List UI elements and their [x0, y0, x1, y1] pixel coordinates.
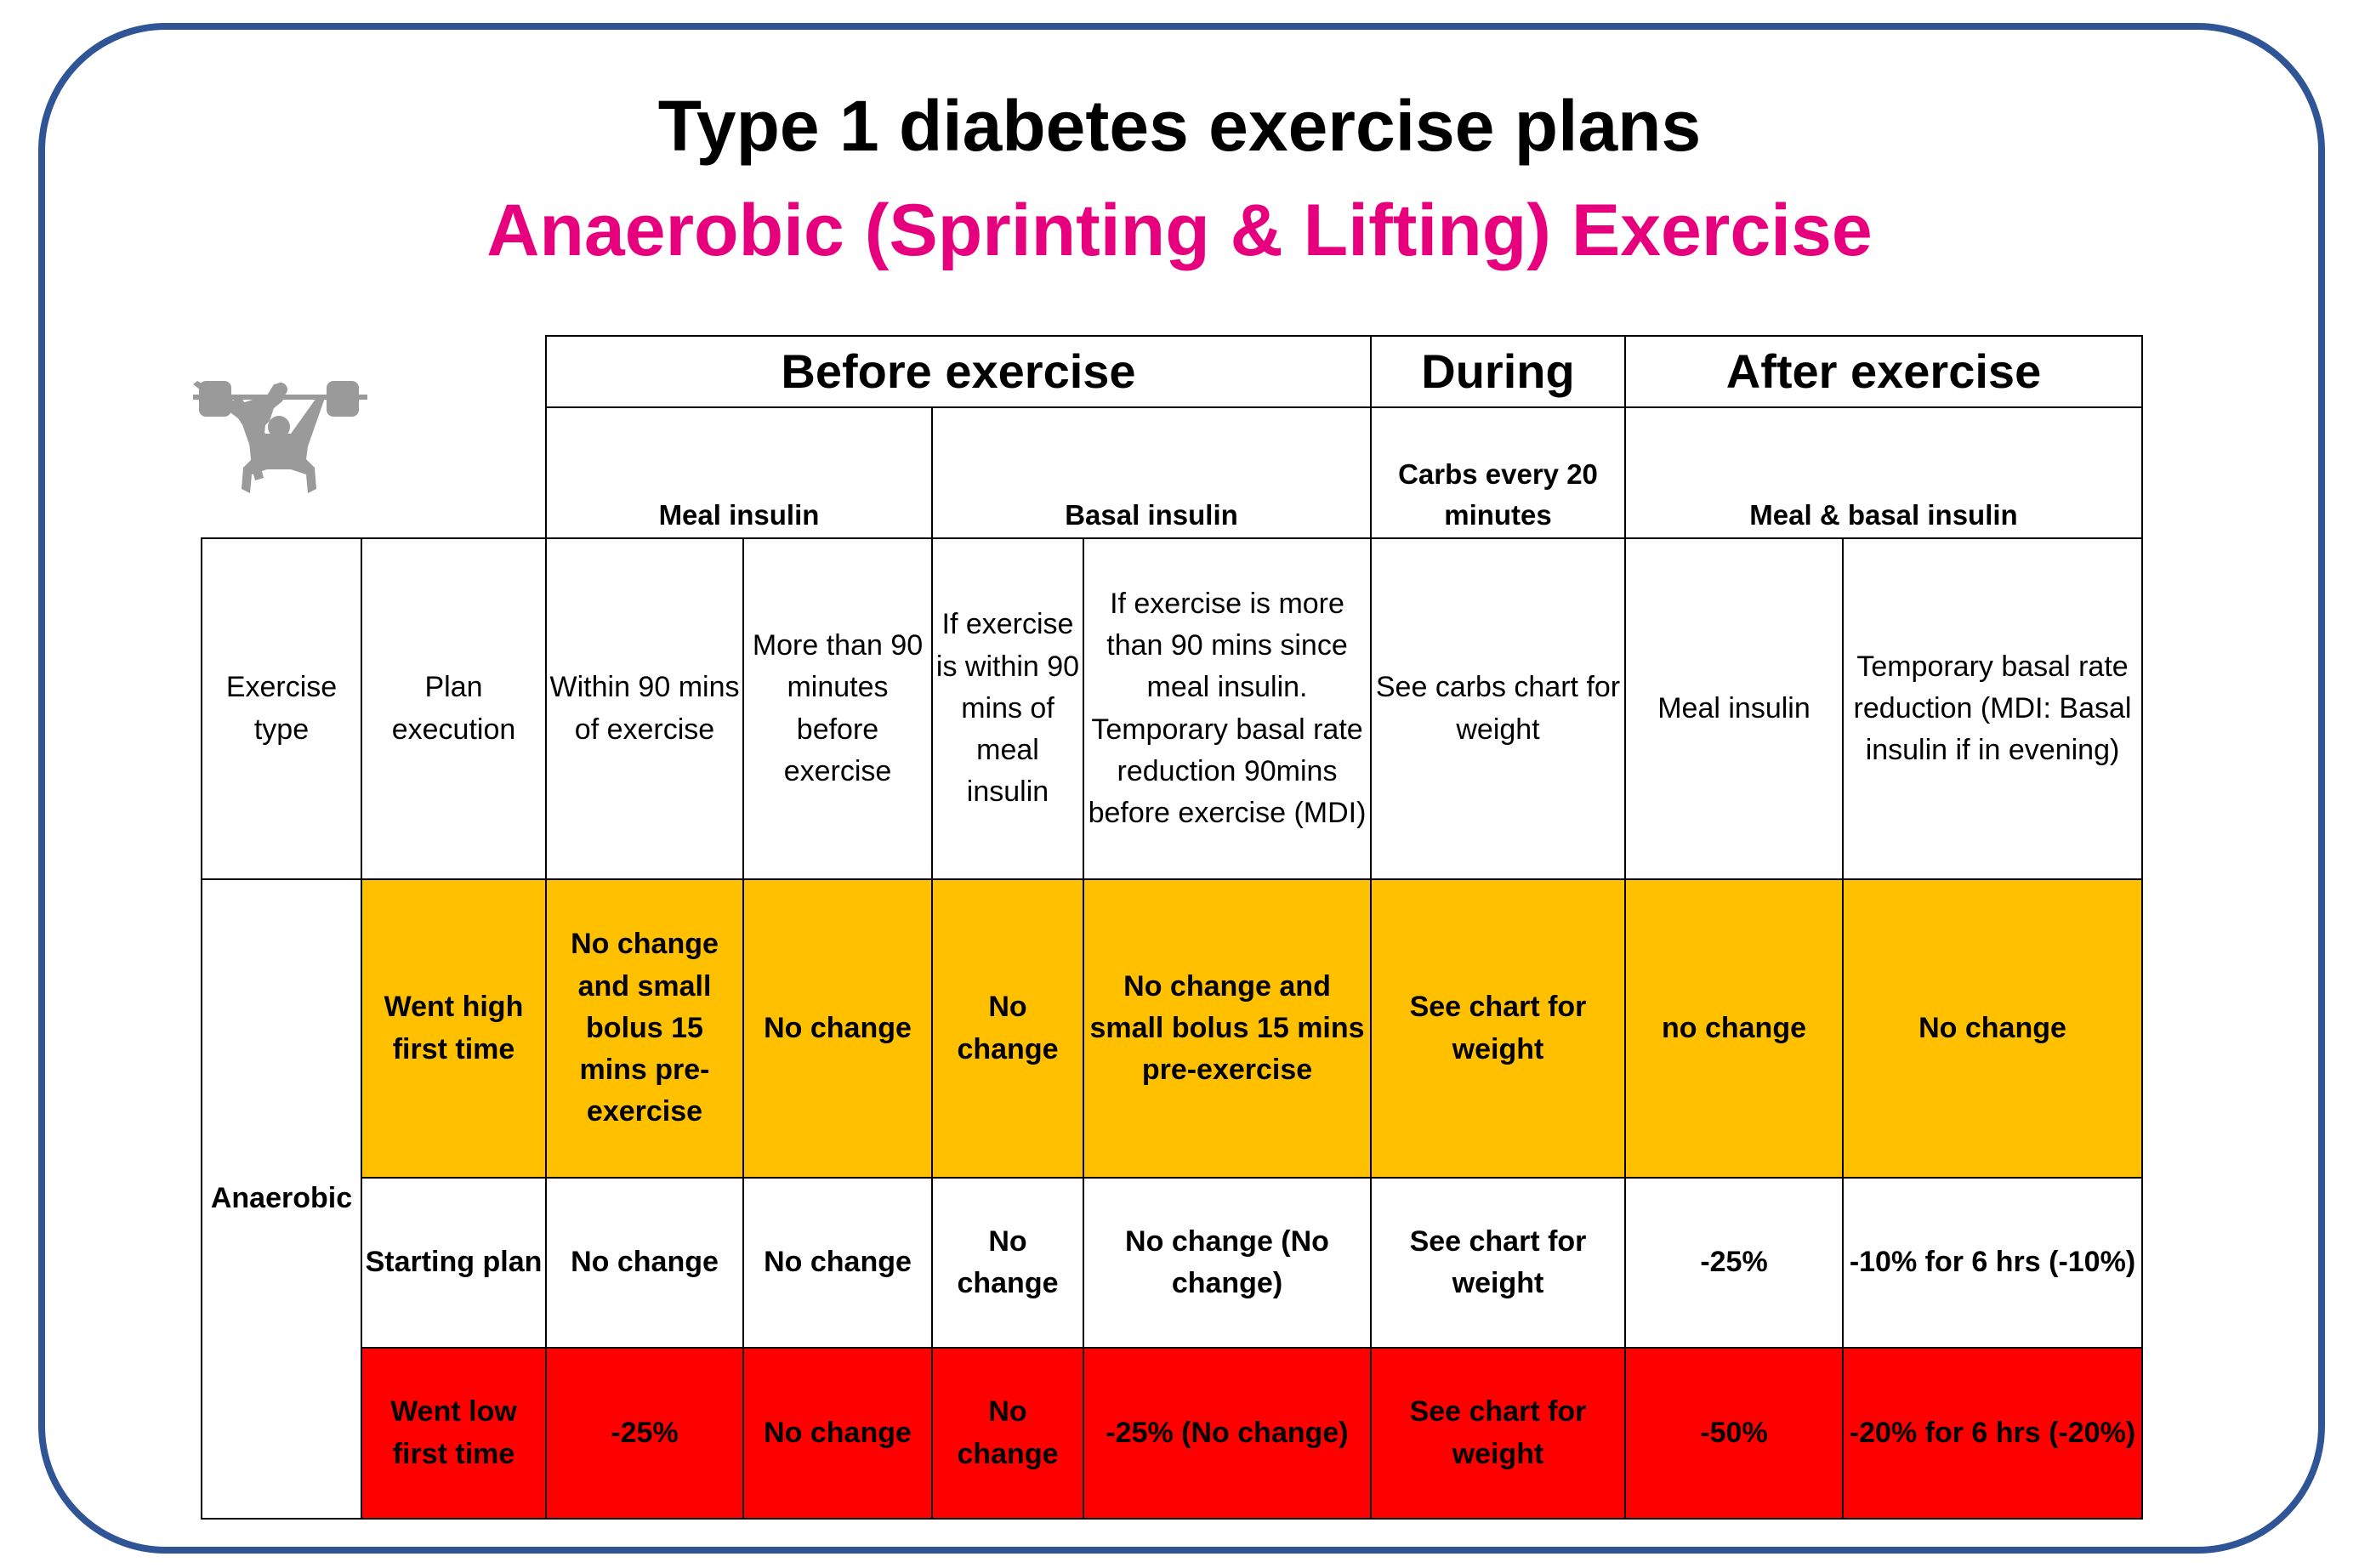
column-header: If exercise is within 90 mins of meal in…: [931, 537, 1084, 880]
column-header: Within 90 mins of exercise: [545, 537, 744, 880]
table-row-went-low: Went low first time -25% No change No ch…: [202, 1347, 2143, 1520]
table-cell: -10% for 6 hrs (-10%): [1842, 1177, 2143, 1349]
header-after-exercise: After exercise: [1624, 335, 2143, 408]
table-cell: No change and small bolus 15 mins pre-ex…: [1083, 878, 1372, 1179]
table-cell: No change: [742, 878, 933, 1179]
header-during: During: [1370, 335, 1626, 408]
column-header: More than 90 minutes before exercise: [742, 537, 933, 880]
table-row-starting-plan: Starting plan No change No change No cha…: [202, 1177, 2143, 1349]
exercise-icons: [193, 381, 367, 493]
page-subtitle: Anaerobic (Sprinting & Lifting) Exercise: [486, 190, 1873, 271]
table-cell: No change: [1842, 878, 2143, 1179]
table-cell: No change: [931, 1347, 1084, 1520]
plan-cell: Went low first time: [361, 1347, 547, 1520]
subheader-meal-basal-insulin: Meal & basal insulin: [1624, 406, 2143, 539]
table-cell: no change: [1624, 878, 1844, 1179]
plan-cell: Starting plan: [361, 1177, 547, 1349]
table-cell: No change: [742, 1347, 933, 1520]
exercise-type-cell: Anaerobic: [201, 878, 362, 1520]
header-before-exercise: Before exercise: [545, 335, 1372, 408]
subheader-meal-insulin: Meal insulin: [545, 406, 933, 539]
table-cell: No change (No change): [1083, 1177, 1372, 1349]
plan-cell: Went high first time: [361, 878, 547, 1179]
column-header: Meal insulin: [1624, 537, 1844, 880]
table-cell: -50%: [1624, 1347, 1844, 1520]
table-cell: See chart for weight: [1370, 1347, 1626, 1520]
subheader-basal-insulin: Basal insulin: [931, 406, 1372, 539]
icon-cell: [202, 336, 546, 538]
column-header: See carbs chart for weight: [1370, 537, 1626, 880]
weightlifter-silhouette-icon: [193, 381, 367, 493]
exercise-plan-table: Before exercise During After exercise Me…: [201, 335, 2143, 1520]
column-header: Temporary basal rate reduction (MDI: Bas…: [1842, 537, 2143, 880]
kickboxer-silhouette-icon: [193, 381, 287, 480]
page-title: Type 1 diabetes exercise plans: [657, 86, 1702, 166]
rounded-frame: [38, 23, 2325, 1554]
subheader-carbs: Carbs every 20 minutes: [1370, 406, 1626, 539]
table-cell: No change: [931, 878, 1084, 1179]
column-header: Plan execution: [361, 537, 547, 880]
table-cell: -25% (No change): [1083, 1347, 1372, 1520]
table-cell: No change: [545, 1177, 744, 1349]
table-cell: No change: [931, 1177, 1084, 1349]
table-cell: See chart for weight: [1370, 1177, 1626, 1349]
table-row-went-high: Anaerobic Went high first time No change…: [201, 878, 2143, 1520]
table-cell: -25%: [545, 1347, 744, 1520]
table-cell: See chart for weight: [1370, 878, 1626, 1179]
table-cell: No change: [742, 1177, 933, 1349]
table-cell: -25%: [1624, 1177, 1844, 1349]
column-header: If exercise is more than 90 mins since m…: [1083, 537, 1372, 880]
column-header: Exercise type: [201, 537, 362, 880]
table-cell: -20% for 6 hrs (-20%): [1842, 1347, 2143, 1520]
table-cell: No change and small bolus 15 mins pre-ex…: [545, 878, 744, 1179]
